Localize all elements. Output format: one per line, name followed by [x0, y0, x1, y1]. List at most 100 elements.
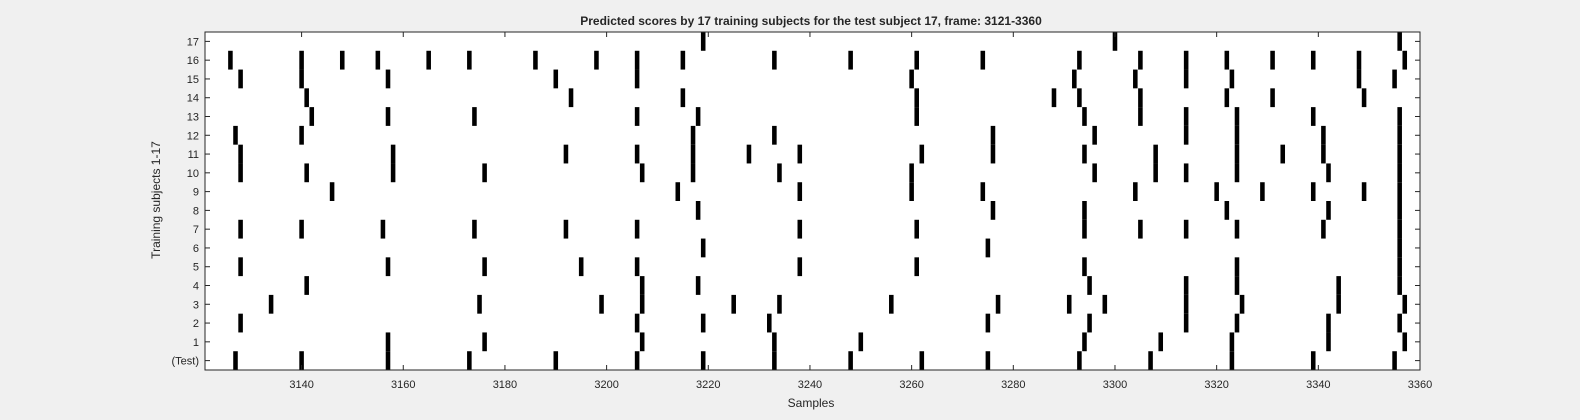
raster-mark	[1402, 332, 1408, 352]
raster-mark	[568, 88, 574, 108]
raster-mark	[1280, 144, 1286, 164]
raster-mark	[238, 163, 243, 183]
raster-mark	[553, 351, 559, 370]
raster-mark	[299, 351, 304, 370]
raster-mark	[1077, 50, 1082, 70]
raster-mark	[563, 144, 569, 164]
raster-mark	[639, 276, 645, 295]
raster-mark	[1183, 313, 1189, 333]
raster-mark	[1229, 351, 1235, 370]
raster-mark	[639, 332, 645, 352]
raster-mark	[1270, 88, 1275, 108]
raster-mark	[634, 69, 640, 89]
raster-mark	[304, 276, 309, 295]
raster-mark	[797, 219, 803, 239]
raster-mark	[482, 163, 487, 183]
raster-mark	[1183, 69, 1189, 89]
raster-mark	[1397, 201, 1402, 220]
raster-mark	[1183, 107, 1189, 126]
x-tick-label: 3220	[696, 379, 720, 391]
raster-mark	[1260, 182, 1265, 201]
raster-mark	[680, 88, 686, 108]
y-tick-label: (Test)	[172, 356, 200, 368]
raster-mark	[634, 107, 640, 126]
raster-mark	[1092, 163, 1097, 183]
raster-mark	[1072, 69, 1077, 89]
raster-mark	[985, 351, 991, 370]
raster-mark	[309, 107, 315, 126]
x-axis-ticks: 3140 3160 3180 3200 3220 3240 3260 3280 3300 3320…	[289, 32, 1432, 391]
raster-mark	[995, 294, 1001, 314]
raster-mark	[299, 125, 304, 145]
raster-mark	[238, 313, 243, 333]
raster-mark	[772, 125, 777, 145]
raster-mark	[777, 163, 782, 183]
raster-mark	[1321, 219, 1326, 239]
x-tick-label: 3140	[289, 379, 313, 391]
y-tick-label: 12	[187, 130, 199, 142]
raster-mark	[1310, 50, 1316, 70]
x-tick-label: 3280	[1001, 379, 1025, 391]
raster-mark	[1310, 182, 1316, 201]
raster-mark	[690, 125, 696, 145]
raster-mark	[1326, 163, 1331, 183]
raster-mark	[1087, 276, 1092, 295]
raster-mark	[772, 50, 777, 70]
raster-mark	[385, 107, 391, 126]
raster-mark	[594, 50, 599, 70]
raster-mark	[1321, 125, 1326, 145]
raster-mark	[1397, 257, 1402, 277]
x-tick-label: 3260	[899, 379, 923, 391]
raster-mark	[909, 182, 914, 201]
raster-mark	[772, 332, 777, 352]
raster-mark	[1082, 144, 1087, 164]
raster-mark	[1183, 50, 1189, 70]
raster-mark	[426, 50, 431, 70]
raster-mark	[1138, 50, 1143, 70]
raster-mark	[304, 88, 309, 108]
x-tick-label: 3180	[493, 379, 517, 391]
raster-mark	[385, 69, 391, 89]
raster-mark	[797, 257, 803, 277]
x-tick-label: 3200	[594, 379, 618, 391]
raster-mark	[634, 351, 640, 370]
raster-mark	[695, 107, 701, 126]
raster-mark	[1138, 107, 1143, 126]
raster-mark	[1397, 107, 1402, 126]
raster-mark	[1153, 144, 1158, 164]
raster-mark	[1392, 69, 1397, 89]
y-tick-label: 6	[193, 243, 199, 255]
raster-mark	[1397, 313, 1402, 333]
y-tick-label: 4	[193, 281, 199, 293]
raster-mark	[1356, 69, 1362, 89]
raster-mark	[980, 182, 986, 201]
raster-mark	[1138, 88, 1143, 108]
y-tick-label: 3	[193, 299, 199, 311]
raster-mark	[1148, 351, 1153, 370]
y-tick-label: 7	[193, 224, 199, 236]
raster-mark	[1224, 201, 1230, 220]
y-tick-label: 13	[187, 112, 199, 124]
raster-mark	[238, 69, 243, 89]
raster-mark	[848, 50, 853, 70]
raster-mark	[1321, 144, 1326, 164]
raster-mark	[1229, 332, 1235, 352]
raster-mark	[1082, 257, 1087, 277]
raster-mark	[1234, 219, 1240, 239]
raster-mark	[1392, 351, 1397, 370]
raster-mark	[772, 351, 777, 370]
x-tick-label: 3340	[1306, 379, 1330, 391]
raster-mark	[385, 351, 391, 370]
raster-mark	[731, 294, 736, 314]
raster-mark	[1397, 125, 1402, 145]
raster-mark	[848, 351, 853, 370]
raster-mark	[1153, 163, 1158, 183]
y-tick-label: 14	[187, 93, 199, 105]
raster-mark	[700, 238, 706, 258]
raster-mark	[634, 257, 640, 277]
raster-mark	[299, 50, 304, 70]
raster-mark	[914, 219, 919, 239]
raster-mark	[634, 313, 640, 333]
raster-mark	[385, 332, 391, 352]
raster-mark	[1082, 332, 1087, 352]
